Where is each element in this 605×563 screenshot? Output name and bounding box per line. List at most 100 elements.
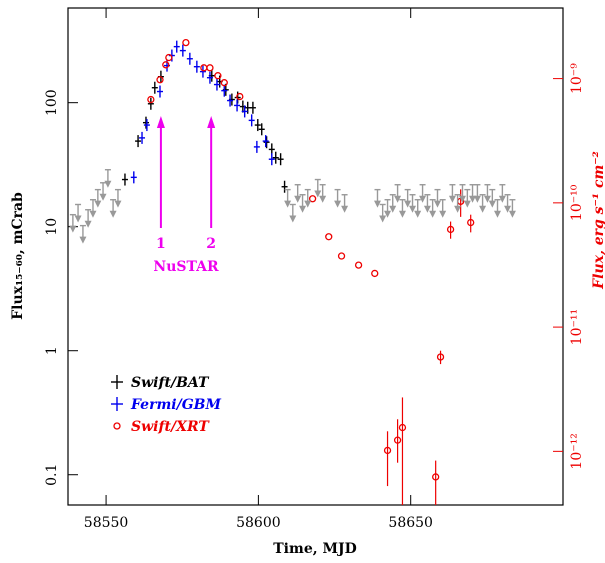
data-point (272, 151, 279, 164)
data-point (254, 119, 261, 132)
limit-head (488, 200, 496, 208)
data-point (221, 84, 228, 97)
data-point (433, 188, 441, 208)
limit-head (389, 205, 397, 213)
limit-head (284, 200, 292, 208)
limit-head (104, 180, 112, 188)
limit-head (483, 195, 491, 203)
data-point (341, 194, 349, 213)
data-point (404, 188, 412, 208)
data-point (308, 195, 317, 203)
data-point (409, 194, 417, 213)
data-point (439, 199, 447, 218)
data-point (173, 40, 180, 53)
y-tick-label: 100 (44, 89, 60, 116)
data-point (263, 136, 270, 149)
limit-head (498, 195, 506, 203)
data-point (454, 194, 462, 213)
data-point (508, 199, 516, 218)
data-point (168, 49, 175, 62)
data-point (236, 92, 244, 101)
marker-circle (325, 233, 333, 241)
limit-head (458, 195, 466, 203)
y-axis-label: Flux₁₅₋₆₀, mCrab (10, 192, 26, 320)
data-point (147, 95, 155, 104)
limit-head (433, 200, 441, 208)
data-point (248, 114, 255, 127)
data-point (448, 184, 456, 203)
data-point (398, 397, 407, 505)
data-point (389, 194, 397, 213)
limit-head (114, 200, 122, 208)
data-point (156, 76, 164, 84)
data-point (241, 105, 248, 118)
limit-head (334, 200, 342, 208)
data-point (268, 153, 275, 166)
marker-circle (156, 76, 164, 84)
y-tick-label: 0.1 (44, 464, 60, 486)
marker-circle (182, 38, 190, 47)
limit-head (379, 215, 387, 223)
data-point (483, 184, 491, 203)
x-tick-label: 58550 (84, 515, 129, 531)
data-point (458, 184, 466, 203)
marker-circle (371, 269, 379, 278)
limit-head (504, 205, 512, 213)
limit-head (319, 195, 327, 203)
data-point (179, 44, 186, 57)
marker-circle (383, 446, 392, 455)
data-point (373, 188, 381, 208)
data-point (393, 419, 402, 463)
limit-head (373, 200, 381, 208)
marker-circle (398, 423, 407, 432)
limit-head (341, 205, 349, 213)
data-point (69, 213, 77, 233)
legend-label: Swift/XRT (131, 419, 210, 435)
marker-circle (162, 61, 170, 69)
limit-head (314, 190, 322, 198)
x-tick-label: 58600 (236, 515, 281, 531)
data-point (89, 199, 97, 218)
data-point (249, 101, 256, 114)
data-point (130, 171, 137, 184)
data-point (262, 135, 269, 148)
data-point (334, 188, 342, 208)
legend-symbol (113, 422, 121, 430)
data-point (429, 199, 437, 218)
annotation-arrow-head (207, 116, 216, 128)
data-point (498, 184, 506, 203)
data-point (162, 61, 170, 69)
limit-head (109, 210, 117, 218)
y2-tick-label: 10⁻¹⁰ (569, 184, 585, 221)
data-point (371, 269, 379, 278)
marker-circle (236, 92, 244, 101)
data-point (84, 209, 92, 228)
data-point (337, 252, 346, 260)
data-point (294, 184, 302, 203)
y2-tick-label: 10⁻¹² (569, 433, 585, 469)
limit-head (469, 195, 477, 203)
data-point (151, 81, 158, 94)
data-point (284, 188, 292, 208)
legend-label: Fermi/GBM (130, 397, 221, 413)
limit-head (384, 210, 392, 218)
y-tick-label: 10 (44, 218, 60, 236)
data-point (206, 71, 213, 84)
limit-head (414, 210, 422, 218)
limit-head (394, 195, 402, 203)
limit-head (473, 195, 481, 203)
data-point (473, 184, 481, 203)
data-point (398, 199, 406, 218)
data-point (213, 78, 220, 91)
limit-head (84, 220, 92, 228)
data-point (79, 224, 87, 244)
marker-circle (147, 95, 155, 104)
marker-circle (337, 252, 346, 260)
data-point (186, 52, 193, 65)
limit-head (429, 210, 437, 218)
marker-circle (432, 473, 440, 481)
data-point (419, 184, 427, 203)
data-point (109, 199, 117, 218)
plot-frame (67, 7, 564, 506)
